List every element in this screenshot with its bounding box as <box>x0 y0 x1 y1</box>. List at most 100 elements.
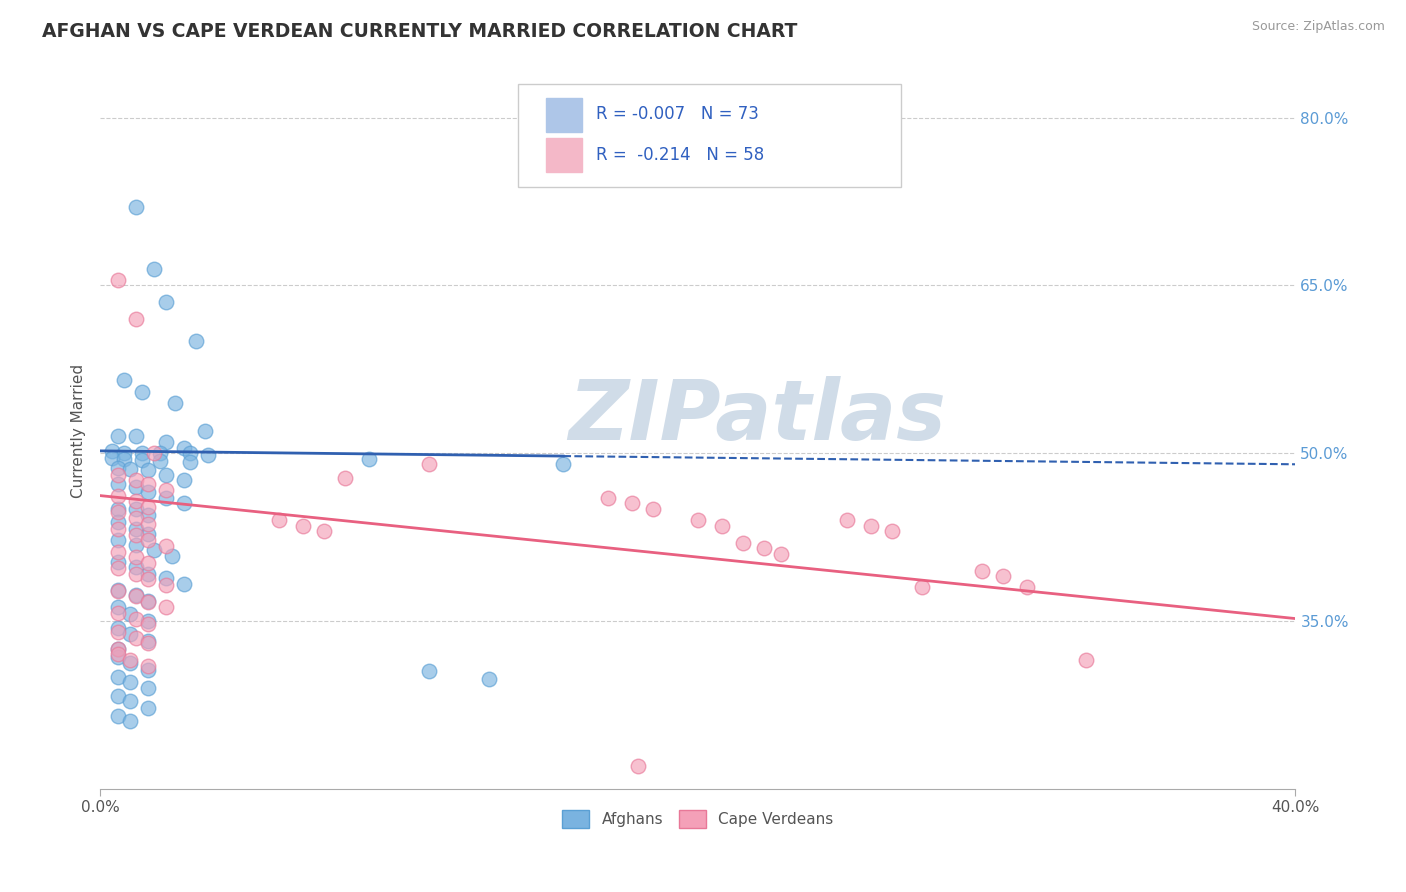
Point <box>136 636 159 650</box>
Point <box>101 443 124 458</box>
Point <box>880 524 903 539</box>
Point <box>118 675 141 690</box>
Y-axis label: Currently Married: Currently Married <box>72 364 86 498</box>
Point <box>163 396 186 410</box>
Point <box>101 450 124 465</box>
Point <box>627 759 650 773</box>
Point <box>155 571 177 585</box>
Point <box>136 634 159 648</box>
Point <box>107 621 129 635</box>
Point <box>136 500 159 514</box>
Point <box>125 494 148 508</box>
Point <box>770 547 793 561</box>
Text: ZIPatlas: ZIPatlas <box>568 376 946 457</box>
Point <box>125 502 148 516</box>
Point <box>149 454 172 468</box>
Point <box>136 593 159 607</box>
Point <box>911 580 934 594</box>
Point <box>142 543 165 558</box>
Point <box>125 511 148 525</box>
Point <box>125 631 148 645</box>
Point <box>142 261 165 276</box>
Point <box>1015 580 1038 594</box>
Point <box>136 573 159 587</box>
Point <box>155 295 177 310</box>
Point <box>107 502 129 516</box>
Point <box>112 451 135 466</box>
Point <box>710 518 733 533</box>
Bar <box>546 138 582 172</box>
Point <box>107 689 129 703</box>
Text: AFGHAN VS CAPE VERDEAN CURRENTLY MARRIED CORRELATION CHART: AFGHAN VS CAPE VERDEAN CURRENTLY MARRIED… <box>42 22 797 41</box>
Point <box>118 607 141 621</box>
Point <box>131 384 153 399</box>
Point <box>333 471 356 485</box>
Point <box>197 448 219 462</box>
Point <box>125 480 148 494</box>
Point <box>136 526 159 541</box>
Point <box>118 653 141 667</box>
Point <box>125 538 148 552</box>
Point <box>107 522 129 536</box>
Point <box>142 446 165 460</box>
Point <box>553 458 575 472</box>
Point <box>125 527 148 541</box>
Point <box>107 582 129 597</box>
Legend: Afghans, Cape Verdeans: Afghans, Cape Verdeans <box>555 804 839 835</box>
Text: R =  -0.214   N = 58: R = -0.214 N = 58 <box>596 146 765 164</box>
Point <box>107 648 129 662</box>
Point <box>136 477 159 491</box>
Point <box>598 491 620 505</box>
Point <box>136 508 159 522</box>
FancyBboxPatch shape <box>519 84 901 187</box>
Point <box>125 429 148 443</box>
Point <box>155 483 177 497</box>
Point <box>970 564 993 578</box>
Point <box>136 614 159 628</box>
Point <box>107 606 129 620</box>
Point <box>155 600 177 615</box>
Point <box>621 496 644 510</box>
Text: R = -0.007   N = 73: R = -0.007 N = 73 <box>596 105 759 123</box>
Point <box>118 714 141 729</box>
Point <box>136 516 159 531</box>
Point <box>155 578 177 592</box>
Point <box>125 588 148 602</box>
Point <box>112 446 135 460</box>
Point <box>107 555 129 569</box>
Point <box>107 516 129 530</box>
Point <box>136 556 159 570</box>
Point <box>173 441 195 455</box>
Point <box>991 569 1014 583</box>
Point <box>107 468 129 483</box>
Point <box>107 460 129 475</box>
Point <box>418 458 440 472</box>
Point <box>1076 653 1098 667</box>
Point <box>136 663 159 677</box>
Point <box>107 641 129 656</box>
Point <box>155 491 177 505</box>
Point <box>125 560 148 574</box>
Point <box>155 468 177 483</box>
Point <box>107 670 129 684</box>
Point <box>118 657 141 671</box>
Point <box>112 374 135 388</box>
Point <box>131 446 153 460</box>
Text: Source: ZipAtlas.com: Source: ZipAtlas.com <box>1251 20 1385 33</box>
Point <box>837 513 859 527</box>
Point <box>107 429 129 443</box>
Point <box>125 589 148 603</box>
Point <box>136 485 159 500</box>
Point <box>125 473 148 487</box>
Point <box>107 625 129 640</box>
Point <box>155 539 177 553</box>
Point <box>136 701 159 715</box>
Point <box>107 477 129 491</box>
Point <box>359 451 381 466</box>
Point <box>107 273 129 287</box>
Point <box>173 473 195 487</box>
Point <box>292 518 315 533</box>
Point <box>131 452 153 467</box>
Point <box>173 496 195 510</box>
Point <box>179 455 201 469</box>
